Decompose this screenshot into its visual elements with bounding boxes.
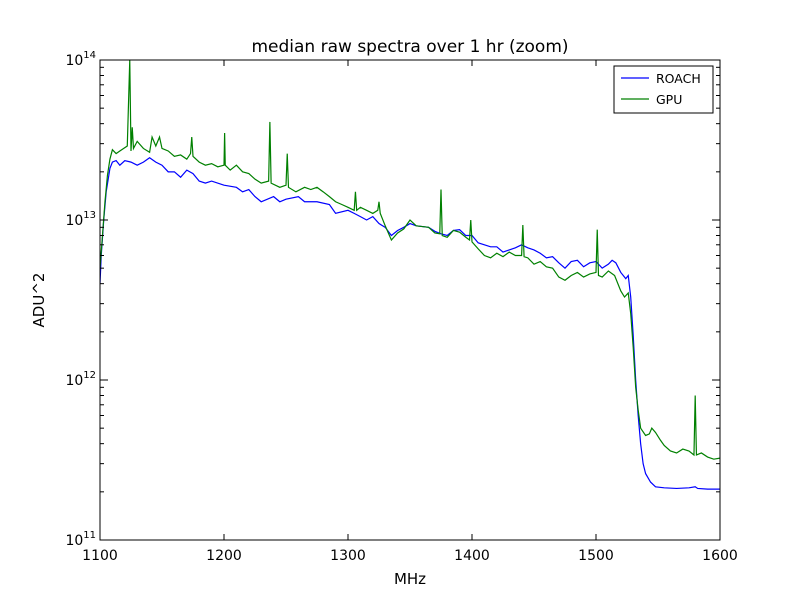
y-tick-label: 1013 [65, 210, 96, 229]
chart-title: median raw spectra over 1 hr (zoom) [251, 37, 568, 57]
x-tick-label: 1400 [454, 548, 490, 564]
x-axis: 1100 1200 1300 1400 1500 1600 [82, 60, 738, 564]
x-tick-label: 1300 [330, 548, 366, 564]
y-tick-label: 1012 [65, 370, 96, 389]
plot-frame [99, 59, 721, 541]
y-axis-label: ADU^2 [30, 273, 48, 328]
legend-box [613, 65, 714, 114]
x-tick-label: 1200 [206, 548, 242, 564]
series-line-gpu [100, 60, 720, 460]
series-line-roach [100, 156, 720, 490]
plot-area [99, 59, 721, 541]
x-tick-label: 1600 [702, 548, 738, 564]
y-tick-label: 1011 [65, 530, 96, 549]
y-axis: 1011 1012 1013 1014 [65, 50, 720, 549]
x-axis-label: MHz [394, 570, 426, 588]
series-group [100, 60, 720, 490]
y-tick-label: 1014 [65, 50, 96, 69]
legend: ROACH GPU [613, 65, 714, 114]
legend-label-roach: ROACH [656, 71, 701, 86]
x-tick-label: 1100 [82, 548, 118, 564]
x-tick-label: 1500 [578, 548, 614, 564]
legend-label-gpu: GPU [656, 92, 682, 107]
